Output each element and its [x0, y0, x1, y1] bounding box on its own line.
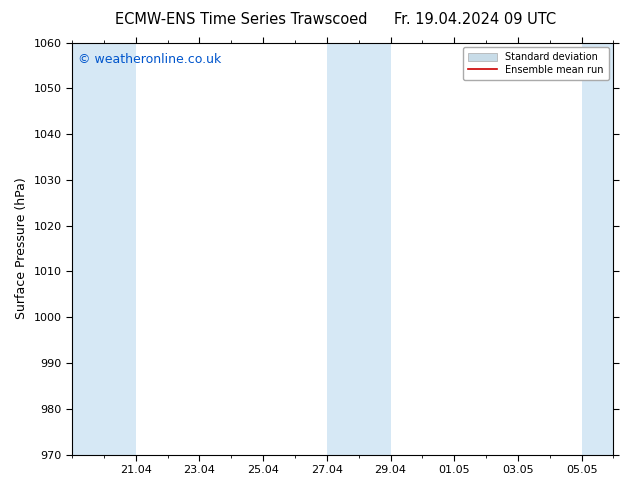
- Legend: Standard deviation, Ensemble mean run: Standard deviation, Ensemble mean run: [463, 48, 609, 80]
- Y-axis label: Surface Pressure (hPa): Surface Pressure (hPa): [15, 178, 28, 319]
- Bar: [327, 43, 391, 455]
- Text: Fr. 19.04.2024 09 UTC: Fr. 19.04.2024 09 UTC: [394, 12, 557, 27]
- Bar: [72, 43, 136, 455]
- Bar: [581, 43, 614, 455]
- Text: ECMW-ENS Time Series Trawscoed: ECMW-ENS Time Series Trawscoed: [115, 12, 367, 27]
- Text: © weatheronline.co.uk: © weatheronline.co.uk: [77, 53, 221, 66]
